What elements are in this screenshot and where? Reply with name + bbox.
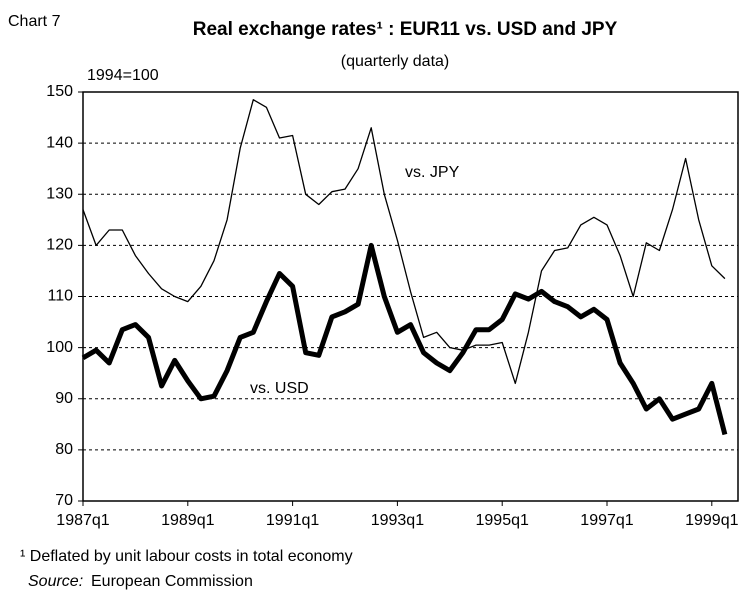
- x-tick-label: 1989q1: [161, 512, 214, 529]
- x-tick-label: 1991q1: [266, 512, 319, 529]
- y-tick-label: 70: [55, 492, 73, 509]
- x-tick-label: 1999q1: [685, 512, 738, 529]
- footnote: ¹ Deflated by unit labour costs in total…: [20, 548, 353, 565]
- y-tick-label: 130: [46, 185, 73, 202]
- chart-title: Real exchange rates¹ : EUR11 vs. USD and…: [193, 19, 618, 40]
- series-label: vs. USD: [250, 380, 309, 397]
- source: European Commission: [91, 573, 253, 590]
- y-tick-label: 150: [46, 83, 73, 100]
- y-tick-label: 110: [47, 288, 73, 305]
- x-tick-label: 1987q1: [56, 512, 109, 529]
- y-tick-label: 100: [46, 339, 73, 356]
- series-label: vs. JPY: [405, 164, 460, 181]
- series-line: [81, 242, 728, 436]
- series-line: [82, 99, 726, 385]
- y-tick-label: 80: [55, 441, 73, 458]
- y-tick-label: 90: [55, 390, 73, 407]
- source-label: Source:: [28, 573, 83, 590]
- chart-label: Chart 7: [8, 13, 61, 30]
- x-tick-label: 1995q1: [476, 512, 529, 529]
- x-tick-label: 1997q1: [580, 512, 633, 529]
- y-tick-label: 120: [46, 237, 73, 254]
- y-tick-label: 140: [46, 134, 73, 151]
- y-axis-label: 1994=100: [87, 67, 159, 84]
- x-tick-label: 1993q1: [371, 512, 424, 529]
- chart-subtitle: (quarterly data): [341, 53, 450, 70]
- plot-frame: [82, 91, 739, 502]
